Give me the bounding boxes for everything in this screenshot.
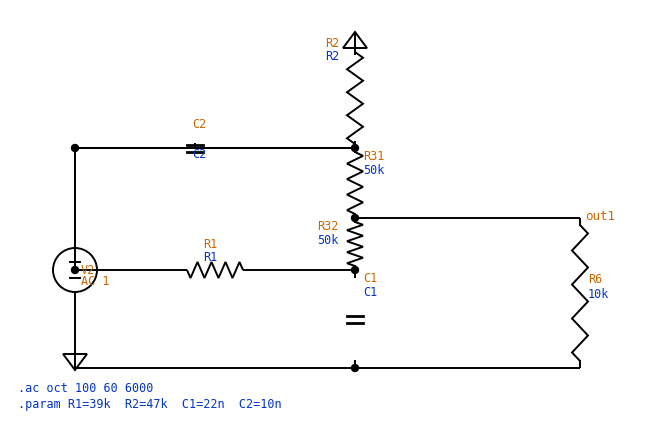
Circle shape (71, 145, 78, 151)
Text: R1: R1 (203, 238, 217, 251)
Text: AC 1: AC 1 (81, 275, 110, 288)
Circle shape (351, 145, 358, 151)
Text: out1: out1 (585, 209, 615, 223)
Circle shape (351, 214, 358, 221)
Text: C1: C1 (363, 272, 377, 285)
Text: R2: R2 (325, 50, 340, 63)
Text: C1: C1 (363, 286, 377, 299)
Text: R32: R32 (317, 220, 338, 233)
Circle shape (71, 266, 78, 274)
Text: R1: R1 (203, 251, 217, 264)
Circle shape (351, 365, 358, 372)
Text: 50k: 50k (363, 164, 385, 177)
Text: .param R1=39k  R2=47k  C1=22n  C2=10n: .param R1=39k R2=47k C1=22n C2=10n (18, 398, 281, 411)
Text: V2: V2 (81, 264, 95, 277)
Text: R2: R2 (325, 37, 340, 50)
Text: C2: C2 (192, 148, 206, 161)
Text: .ac oct 100 60 6000: .ac oct 100 60 6000 (18, 382, 153, 395)
Text: 50k: 50k (317, 234, 338, 247)
Text: 10k: 10k (588, 288, 609, 301)
Text: R6: R6 (588, 273, 602, 286)
Text: C2: C2 (192, 118, 206, 131)
Text: R31: R31 (363, 150, 385, 163)
Circle shape (351, 266, 358, 274)
